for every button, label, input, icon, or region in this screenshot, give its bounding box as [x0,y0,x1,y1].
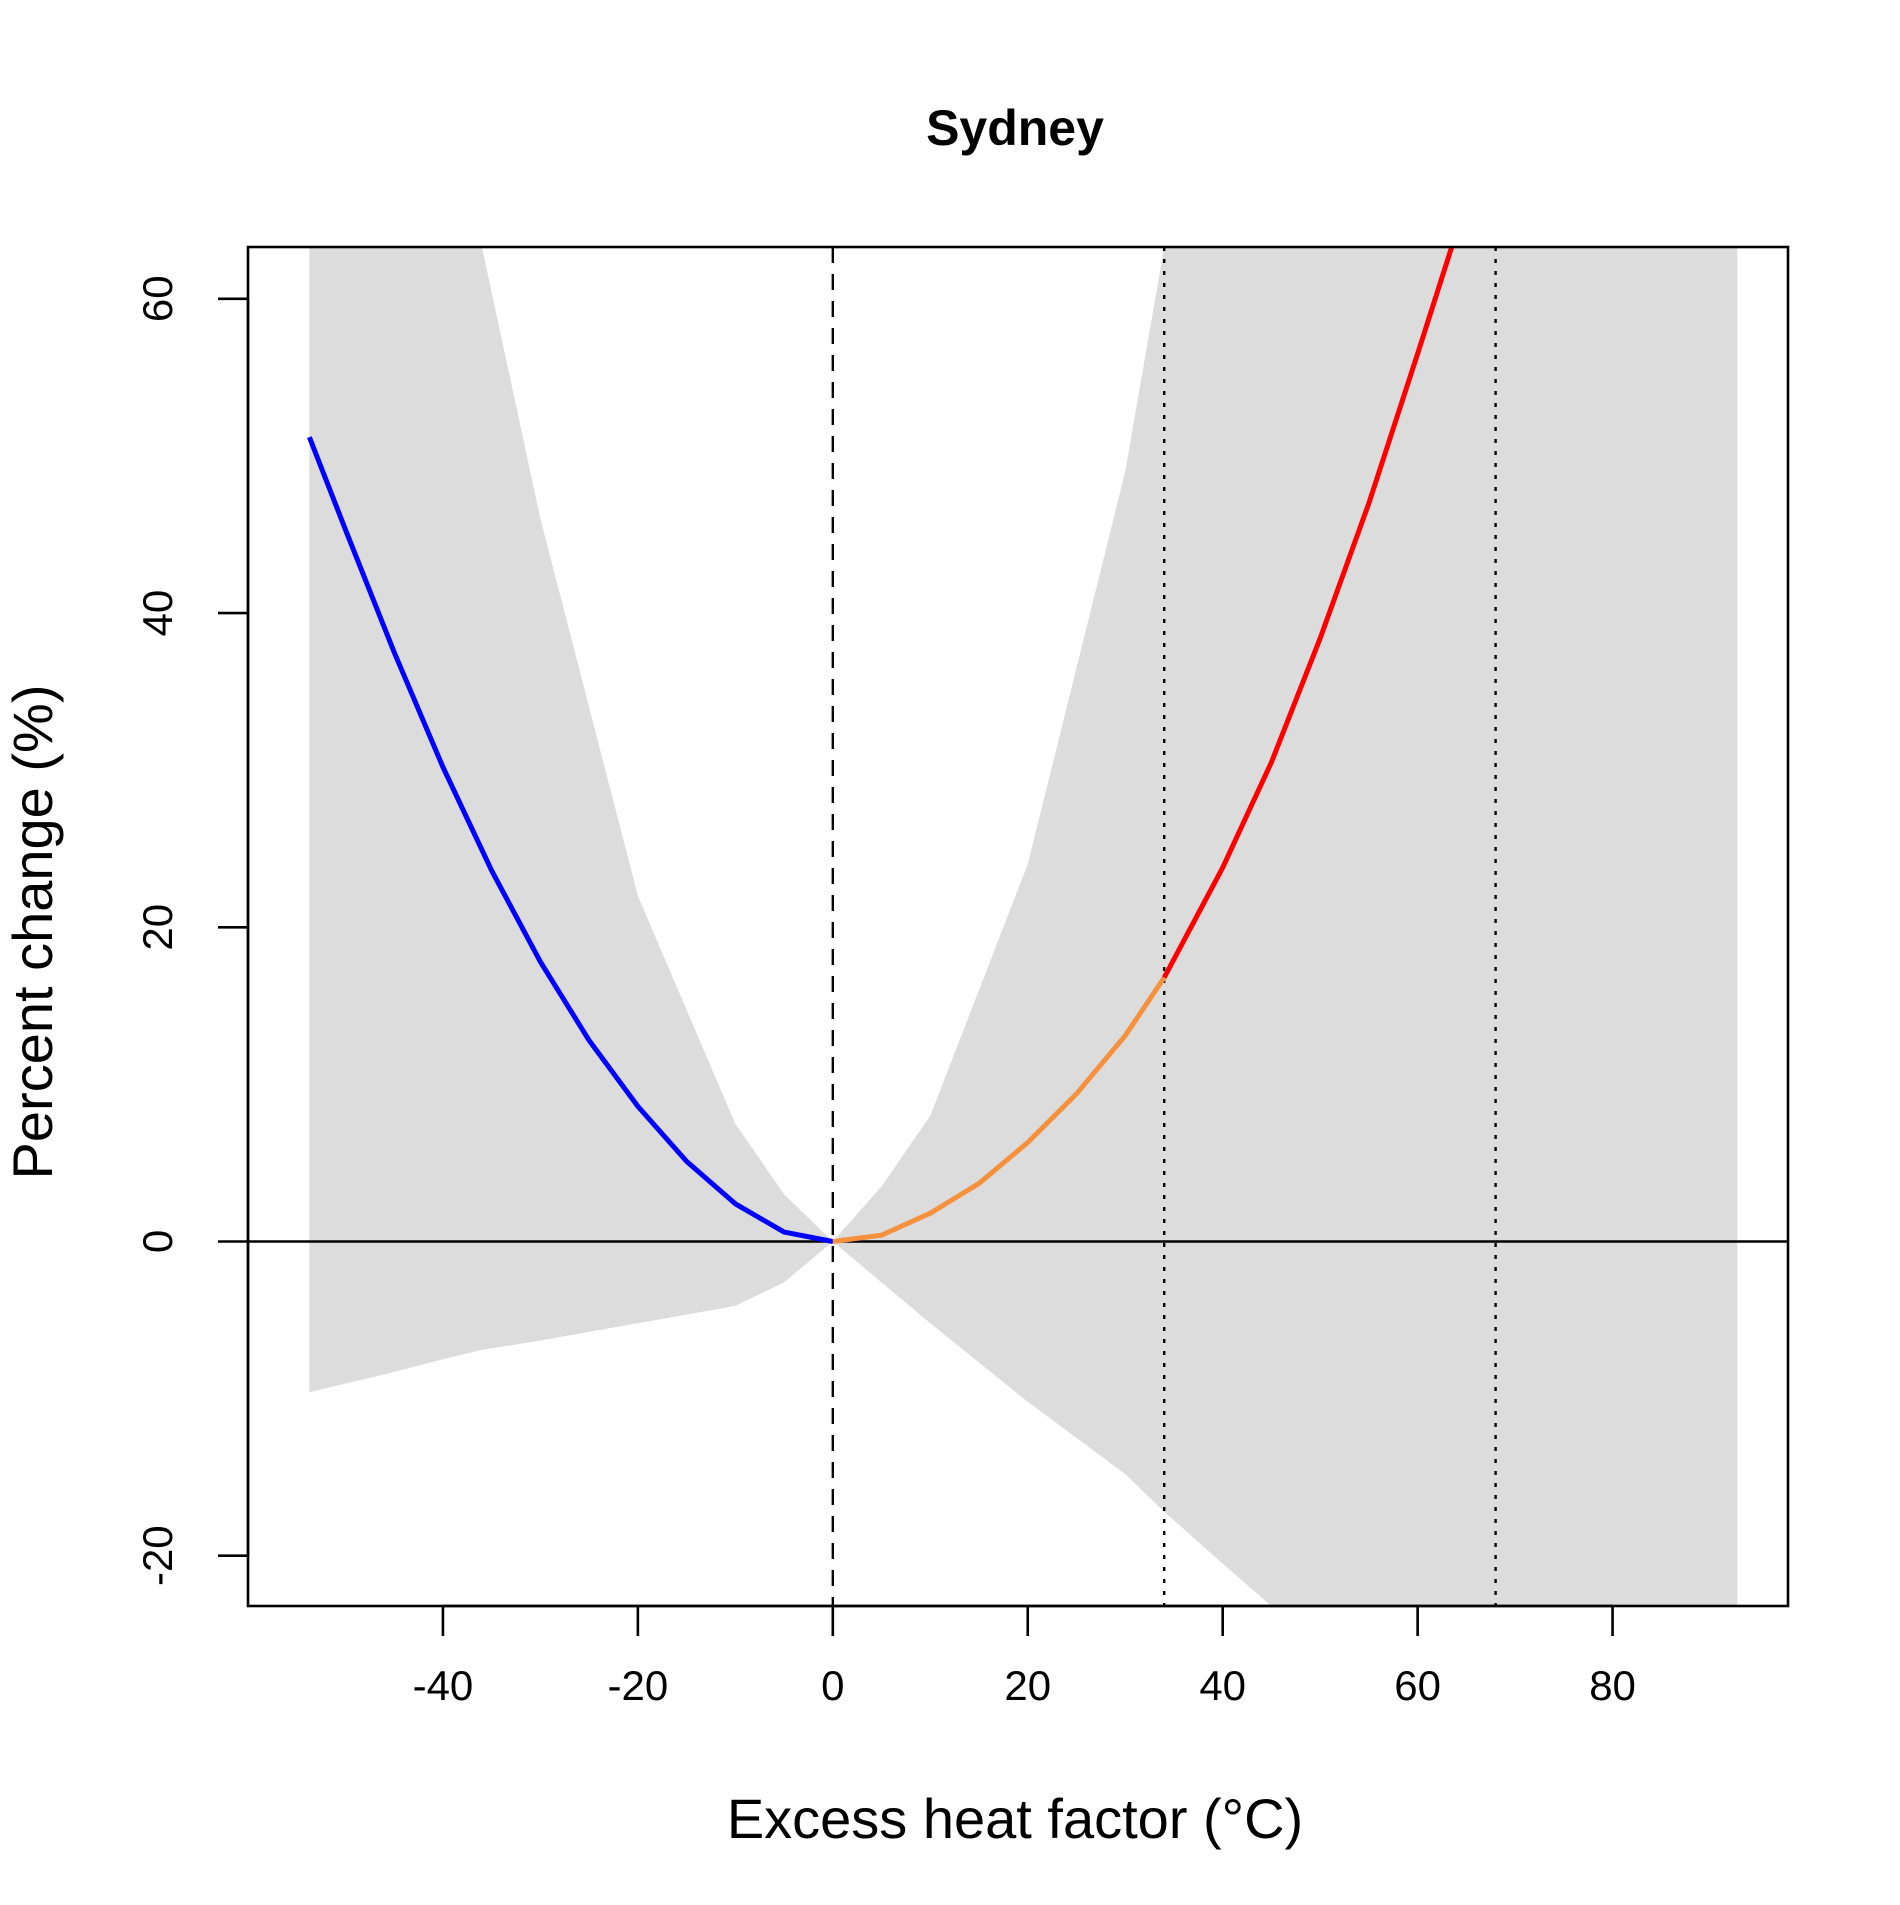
chart-title: Sydney [926,100,1104,156]
series-line-1 [832,976,1167,1244]
x-tick-label: 20 [1004,1662,1051,1709]
x-tick-label: -40 [413,1662,474,1709]
series-line-0 [307,436,834,1244]
y-tick-label: -20 [134,1525,181,1586]
confidence-band [309,247,1738,1606]
x-tick-label: 0 [821,1662,844,1709]
axes-layer: -40 -20 0 20 40 60 80 -20 0 20 40 60 [134,245,1790,1709]
reference-lines-layer [248,247,1788,1606]
x-axis-label: Excess heat factor (°C) [727,1787,1303,1850]
y-tick-label: 0 [134,1230,181,1253]
y-axis-label: Percent change (%) [1,685,64,1180]
y-tick-label: 40 [134,590,181,637]
confidence-band-layer [309,247,1738,1606]
x-tick-label: 80 [1589,1662,1636,1709]
y-tick-label: 20 [134,904,181,951]
series-layer [307,246,1455,1244]
x-tick-label: 60 [1394,1662,1441,1709]
x-tick-label: -20 [608,1662,669,1709]
series-line-2 [1161,246,1455,979]
y-tick-label: 60 [134,275,181,322]
x-tick-label: 40 [1199,1662,1246,1709]
